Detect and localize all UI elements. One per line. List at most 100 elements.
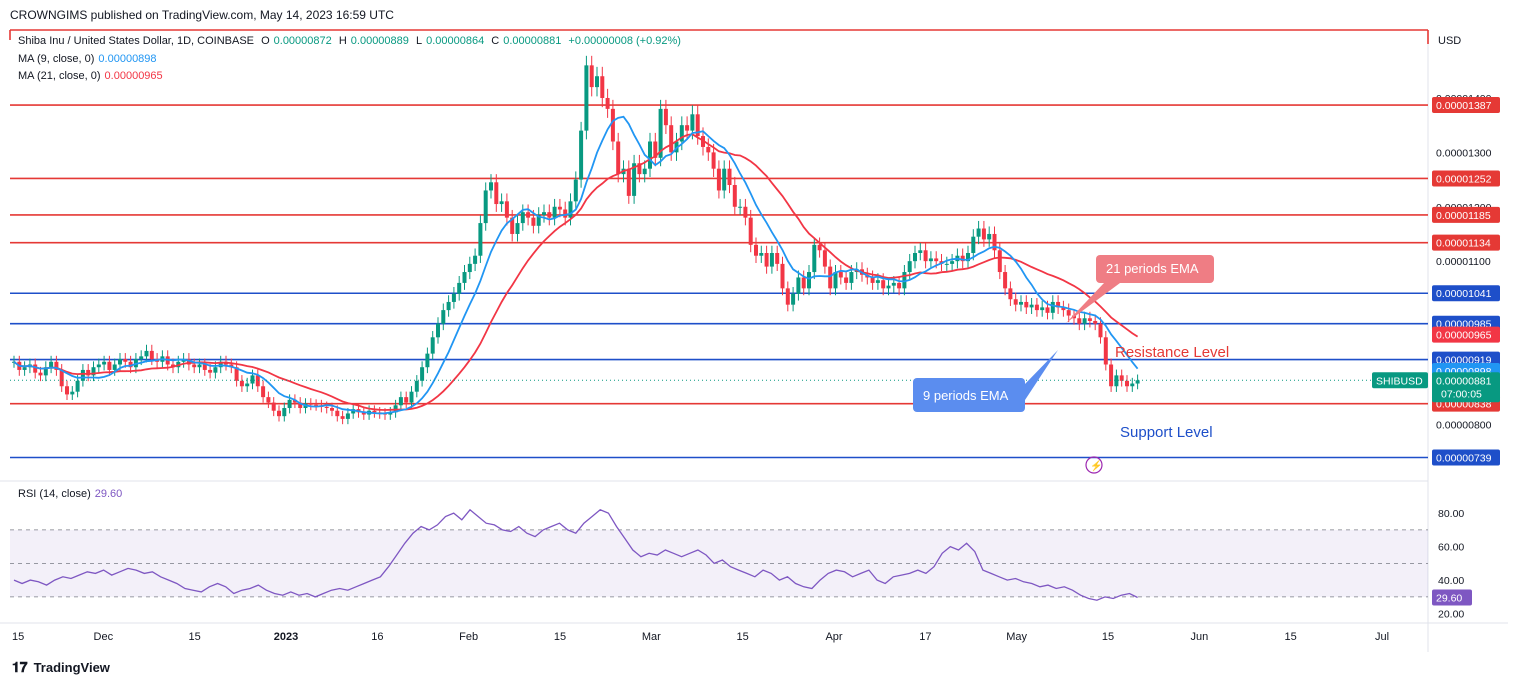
candle [1056,295,1061,315]
support-level-tag-bg [1432,285,1500,302]
rsi-tag: 29.60 [1436,593,1462,605]
candle-body [1109,364,1114,387]
candle-body [340,416,345,419]
candle-body [727,168,732,186]
candle-body [430,337,435,354]
candle [1066,303,1071,323]
candle [1098,317,1103,344]
candle [324,401,329,414]
candle-body [308,403,313,405]
high-label: H [338,35,347,47]
candle [923,242,928,269]
time-tick-label: May [1006,631,1027,643]
candle [1109,358,1114,392]
candle-body [372,410,377,413]
candle-body [404,397,409,403]
candle [886,278,891,296]
candle-body [197,364,202,368]
candle [997,242,1002,280]
candle-body [1034,304,1039,311]
candle-body [436,323,440,338]
candle [637,154,642,183]
candle [950,253,955,272]
candle-body [245,383,250,387]
candle-body [1093,320,1098,324]
candle-body [748,217,753,245]
candle-body [1125,380,1129,387]
candle-body [112,364,117,370]
candle-body [515,223,520,234]
candle [489,174,493,199]
time-tick-label: 15 [1102,631,1114,643]
tradingview-logo[interactable]: 𝟏𝟕 TradingView [12,659,110,676]
candle [626,160,631,204]
candle [436,317,440,344]
candle-body [934,258,939,262]
candle-body [467,263,472,273]
ma21-legend[interactable]: MA (21, close, 0) 0.00000965 [18,70,167,82]
candle-body [732,185,737,207]
candle-body [716,168,721,191]
candle [987,226,992,247]
resistance-level-tag: 0.00001185 [1436,210,1491,222]
candle-body [324,406,329,409]
resistance-level-tag-bg [1432,234,1500,251]
open-label: O [261,35,270,47]
candle-body [674,141,679,153]
candle-body [462,272,467,283]
symbol-legend: Shiba Inu / United States Dollar, 1D, CO… [18,35,689,47]
candle-body [1029,304,1034,308]
candle [361,406,366,420]
price-tick-label: 0.00001100 [1436,256,1491,268]
ma21-line [13,133,1139,411]
candle [526,204,531,226]
candle-body [287,399,292,409]
candle [807,264,811,296]
candle-body [849,272,854,283]
candle [653,132,658,167]
candle-body [192,364,197,368]
candle-body [345,413,350,419]
candle [658,99,663,167]
candle-body [489,182,493,191]
candle [796,270,801,301]
candle [1040,300,1045,317]
candle-body [75,380,80,392]
candle [722,160,727,199]
ma9-legend[interactable]: MA (9, close, 0) 0.00000898 [18,53,161,65]
candle [239,375,244,392]
candle-body [1019,301,1023,305]
candle [1077,311,1082,331]
candle-body [542,212,546,215]
high-value: 0.00000889 [350,35,409,47]
candle [446,295,451,317]
candle [425,347,430,374]
change-value: +0.00000008 (+0.92%) [568,35,681,47]
candle [266,391,271,409]
candle-body [451,293,456,302]
candle [960,248,965,269]
candle-body [213,367,218,373]
candle-body [605,97,610,109]
candle [430,331,435,360]
candle [844,270,849,290]
candle-body [1082,318,1087,324]
time-tick-label: 15 [1285,631,1297,643]
price-tick-label: 0.00000800 [1436,419,1492,431]
currency-label: USD [1438,35,1461,47]
candle [462,264,467,290]
rsi-legend[interactable]: RSI (14, close) 29.60 [18,488,126,500]
candle-body [907,261,912,273]
candle [65,380,69,400]
candle-body [1103,337,1108,365]
candle [971,229,976,261]
candle-body [314,404,319,406]
candle-body [557,206,562,210]
time-tick-label: Jun [1190,631,1208,643]
time-tick-label: Feb [459,631,478,643]
ohlc-values: O 0.00000872 H 0.00000889 L 0.00000864 C 0.0… [261,35,685,47]
candle [1008,281,1013,306]
candle-body [600,76,605,98]
candle [992,226,997,258]
